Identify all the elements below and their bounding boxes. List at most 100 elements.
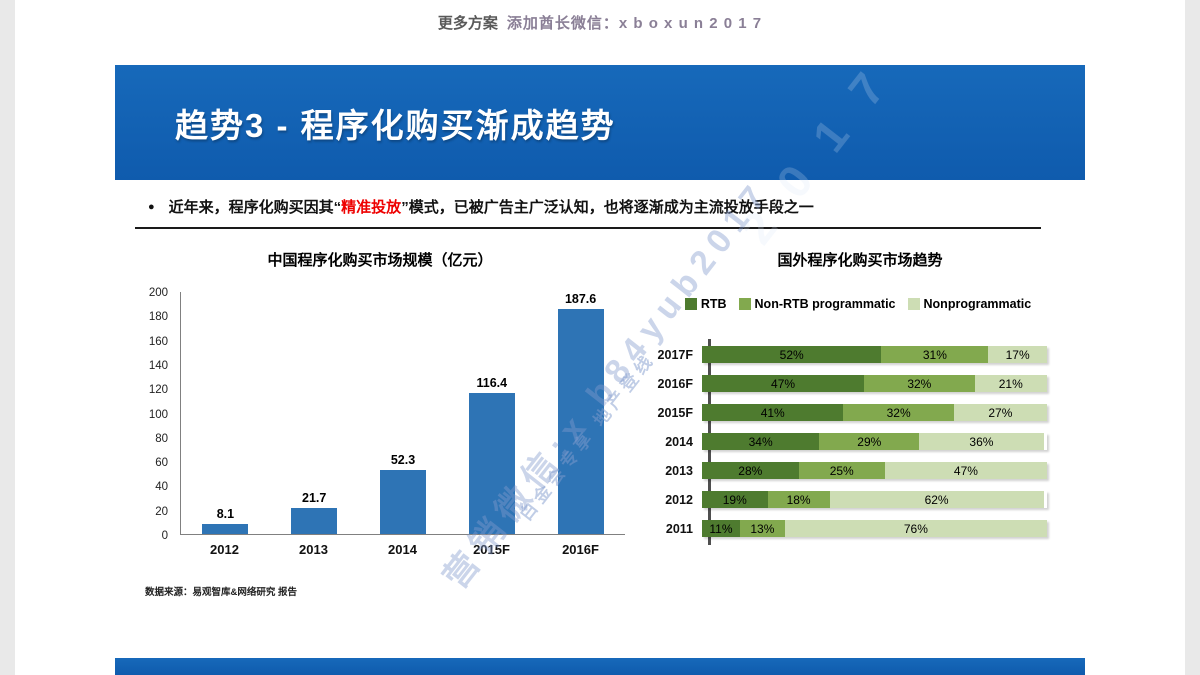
stacked-bar: 28% 25% 47% bbox=[702, 462, 1047, 479]
bar-2012: 8.1 bbox=[181, 292, 270, 534]
bar bbox=[291, 507, 338, 534]
legend-item: Nonprogrammatic bbox=[907, 297, 1032, 311]
bar-2014: 52.3 bbox=[359, 292, 448, 534]
y-tick-label: 200 bbox=[148, 287, 168, 299]
bar-2016F: 187.6 bbox=[536, 292, 625, 534]
segment-rtb: 28% bbox=[702, 462, 799, 479]
stacked-bar: 47% 32% 21% bbox=[702, 375, 1047, 392]
y-tick-label: 140 bbox=[148, 359, 168, 372]
y-tick-label: 160 bbox=[148, 335, 168, 348]
stacked-row-2013: 2013 28% 25% 47% bbox=[655, 456, 1047, 485]
legend-item: RTB bbox=[684, 297, 727, 311]
segment-nonprogrammatic: 21% bbox=[974, 375, 1047, 392]
bullet-text-highlight: 精准投放 bbox=[341, 199, 402, 216]
section-divider bbox=[135, 227, 1041, 229]
y-tick-label: 80 bbox=[155, 432, 168, 445]
row-category-label: 2013 bbox=[665, 463, 693, 478]
segment-non-rtb-programmatic: 32% bbox=[843, 404, 954, 421]
row-category-label: 2012 bbox=[665, 492, 693, 507]
segment-rtb: 41% bbox=[702, 404, 844, 421]
bar bbox=[557, 309, 604, 534]
footer-bar bbox=[115, 658, 1085, 675]
stacked-row-2014: 2014 34% 29% 36% bbox=[655, 427, 1047, 456]
top-note-label: 更多方案 bbox=[437, 15, 498, 32]
y-tick-label: 20 bbox=[155, 505, 168, 518]
segment-rtb: 34% bbox=[702, 433, 820, 450]
title-banner: 趋势3 - 程序化购买渐成趋势 bbox=[115, 65, 1085, 180]
intro-bullet: ● 近年来，程序化购买因其“精准投放”模式，已被广告主广泛认知，也将逐渐成为主流投… bbox=[148, 196, 1058, 217]
segment-non-rtb-programmatic: 32% bbox=[864, 375, 975, 392]
bar-value-label: 8.1 bbox=[216, 507, 235, 522]
stacked-row-2016F: 2016F 47% 32% 21% bbox=[655, 369, 1047, 398]
segment-nonprogrammatic: 76% bbox=[784, 520, 1047, 537]
y-tick-label: 120 bbox=[148, 384, 168, 397]
legend-label: Nonprogrammatic bbox=[923, 297, 1032, 311]
bullet-text-pre: 近年来，程序化购买因其“ bbox=[168, 199, 342, 216]
y-tick-label: 180 bbox=[148, 311, 168, 324]
segment-nonprogrammatic: 36% bbox=[919, 433, 1044, 450]
foreign-chart-legend: RTB Non-RTB programmatic Nonprogrammatic bbox=[656, 297, 1060, 311]
stacked-bar: 34% 29% 36% bbox=[702, 433, 1047, 450]
stacked-bar: 19% 18% 62% bbox=[702, 491, 1047, 508]
x-tick-label: 2016F bbox=[562, 542, 599, 557]
y-tick-label: 100 bbox=[148, 408, 168, 421]
segment-non-rtb-programmatic: 25% bbox=[798, 462, 885, 479]
segment-nonprogrammatic: 62% bbox=[829, 491, 1044, 508]
china-chart-plot: 8.1 21.7 52.3 116.4 187.6 bbox=[180, 292, 625, 535]
stacked-row-2011: 2011 11% 13% 76% bbox=[655, 514, 1047, 543]
bar-2013: 21.7 bbox=[270, 292, 359, 534]
segment-nonprogrammatic: 17% bbox=[988, 346, 1047, 363]
legend-swatch-icon bbox=[684, 298, 697, 310]
right-gutter bbox=[1185, 0, 1200, 675]
left-gutter bbox=[0, 0, 15, 675]
segment-non-rtb-programmatic: 31% bbox=[881, 346, 989, 363]
top-note: 更多方案 添加酋长微信：x b o x u n 2 0 1 7 bbox=[0, 12, 1200, 33]
stacked-bar: 52% 31% 17% bbox=[702, 346, 1047, 363]
slide-title: 趋势3 - 程序化购买渐成趋势 bbox=[175, 106, 616, 144]
legend-swatch-icon bbox=[738, 298, 751, 310]
bar-value-label: 52.3 bbox=[390, 453, 416, 468]
row-category-label: 2017F bbox=[657, 347, 693, 362]
top-note-wechat-id: 添加酋长微信：x b o x u n 2 0 1 7 bbox=[506, 15, 763, 32]
bar-2015F: 116.4 bbox=[447, 292, 536, 534]
x-tick-label: 2014 bbox=[388, 542, 417, 557]
bar bbox=[202, 524, 249, 534]
segment-rtb: 47% bbox=[702, 375, 865, 392]
segment-nonprogrammatic: 47% bbox=[884, 462, 1047, 479]
segment-non-rtb-programmatic: 13% bbox=[739, 520, 785, 537]
row-category-label: 2014 bbox=[665, 434, 693, 449]
legend-item: Non-RTB programmatic bbox=[738, 297, 896, 311]
y-tick-label: 40 bbox=[155, 481, 168, 494]
segment-rtb: 52% bbox=[702, 346, 882, 363]
x-tick-label: 2015F bbox=[473, 542, 510, 557]
bar-value-label: 21.7 bbox=[302, 490, 327, 505]
segment-rtb: 19% bbox=[702, 491, 768, 508]
bar-value-label: 116.4 bbox=[476, 375, 508, 390]
bar bbox=[379, 470, 426, 534]
stacked-bar: 41% 32% 27% bbox=[702, 404, 1047, 421]
china-chart-x-axis: 2012 2013 2014 2015F 2016F bbox=[180, 542, 625, 557]
foreign-chart-plot: 2017F 52% 31% 17% 2016F 47% 32% 21% 2015F 41% 32% 2… bbox=[655, 340, 1047, 543]
legend-label: RTB bbox=[700, 297, 727, 311]
segment-nonprogrammatic: 27% bbox=[953, 404, 1047, 421]
stacked-row-2017F: 2017F 52% 31% 17% bbox=[655, 340, 1047, 369]
china-chart-title: 中国程序化购买市场规模（亿元） bbox=[267, 252, 493, 269]
stacked-bar: 11% 13% 76% bbox=[702, 520, 1047, 537]
bar-value-label: 187.6 bbox=[564, 292, 597, 306]
foreign-chart-title: 国外程序化购买市场趋势 bbox=[777, 252, 943, 269]
stacked-row-2012: 2012 19% 18% 62% bbox=[655, 485, 1047, 514]
bullet-icon: ● bbox=[148, 201, 155, 213]
row-category-label: 2015F bbox=[657, 405, 693, 420]
bullet-text-post: ”模式，已被广告主广泛认知，也将逐渐成为主流投放手段之一 bbox=[401, 199, 814, 216]
x-tick-label: 2012 bbox=[210, 542, 239, 557]
stacked-row-2015F: 2015F 41% 32% 27% bbox=[655, 398, 1047, 427]
legend-swatch-icon bbox=[907, 298, 920, 310]
y-tick-label: 0 bbox=[161, 530, 168, 542]
x-tick-label: 2013 bbox=[299, 542, 328, 557]
legend-label: Non-RTB programmatic bbox=[754, 297, 896, 311]
y-tick-label: 60 bbox=[155, 457, 168, 470]
row-category-label: 2016F bbox=[657, 376, 693, 391]
segment-rtb: 11% bbox=[702, 520, 740, 537]
bar bbox=[468, 392, 515, 534]
